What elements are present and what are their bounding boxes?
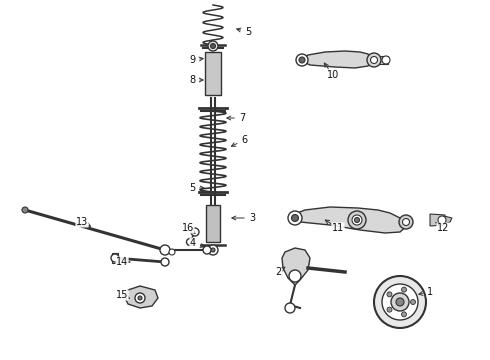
Text: 12: 12: [437, 223, 449, 233]
Polygon shape: [205, 52, 221, 95]
Text: 8: 8: [189, 75, 195, 85]
Circle shape: [396, 298, 404, 306]
Polygon shape: [300, 51, 375, 68]
Polygon shape: [430, 214, 445, 226]
Text: 5: 5: [245, 27, 251, 37]
Polygon shape: [444, 216, 452, 224]
Circle shape: [203, 246, 211, 254]
Circle shape: [208, 245, 218, 255]
Circle shape: [299, 57, 305, 63]
Polygon shape: [124, 286, 158, 308]
Circle shape: [401, 287, 407, 292]
Circle shape: [399, 215, 413, 229]
Circle shape: [411, 300, 416, 305]
Circle shape: [208, 41, 218, 51]
Circle shape: [401, 312, 407, 317]
Text: 11: 11: [332, 223, 344, 233]
Circle shape: [211, 44, 216, 49]
Circle shape: [138, 296, 142, 300]
Circle shape: [352, 215, 362, 225]
Circle shape: [348, 211, 366, 229]
Circle shape: [402, 219, 410, 225]
Circle shape: [211, 248, 215, 252]
Circle shape: [391, 293, 409, 311]
Circle shape: [285, 303, 295, 313]
Circle shape: [382, 284, 418, 320]
Text: 10: 10: [327, 70, 339, 80]
Polygon shape: [206, 205, 220, 242]
Circle shape: [296, 54, 308, 66]
Circle shape: [292, 215, 298, 221]
Polygon shape: [292, 207, 408, 233]
Polygon shape: [376, 56, 388, 64]
Text: 13: 13: [76, 217, 88, 227]
Circle shape: [354, 217, 360, 222]
Circle shape: [135, 293, 145, 303]
Circle shape: [191, 228, 199, 236]
Circle shape: [289, 270, 301, 282]
Text: 14: 14: [116, 257, 128, 267]
Circle shape: [187, 238, 194, 246]
Circle shape: [22, 207, 28, 213]
Circle shape: [160, 245, 170, 255]
Text: 6: 6: [241, 135, 247, 145]
Circle shape: [288, 211, 302, 225]
Text: 4: 4: [190, 238, 196, 248]
Circle shape: [370, 57, 377, 63]
Text: 2: 2: [275, 267, 281, 277]
Circle shape: [374, 276, 426, 328]
Circle shape: [387, 307, 392, 312]
Text: 7: 7: [239, 113, 245, 123]
Circle shape: [382, 56, 390, 64]
Text: 9: 9: [189, 55, 195, 65]
Polygon shape: [112, 253, 118, 263]
Text: 16: 16: [182, 223, 194, 233]
Polygon shape: [282, 248, 310, 285]
Circle shape: [438, 216, 446, 224]
Circle shape: [111, 254, 119, 262]
Text: 3: 3: [249, 213, 255, 223]
Circle shape: [387, 292, 392, 297]
Text: 5: 5: [189, 183, 195, 193]
Circle shape: [161, 258, 169, 266]
Text: 15: 15: [116, 290, 128, 300]
Text: 1: 1: [427, 287, 433, 297]
Circle shape: [169, 249, 175, 255]
Circle shape: [367, 53, 381, 67]
